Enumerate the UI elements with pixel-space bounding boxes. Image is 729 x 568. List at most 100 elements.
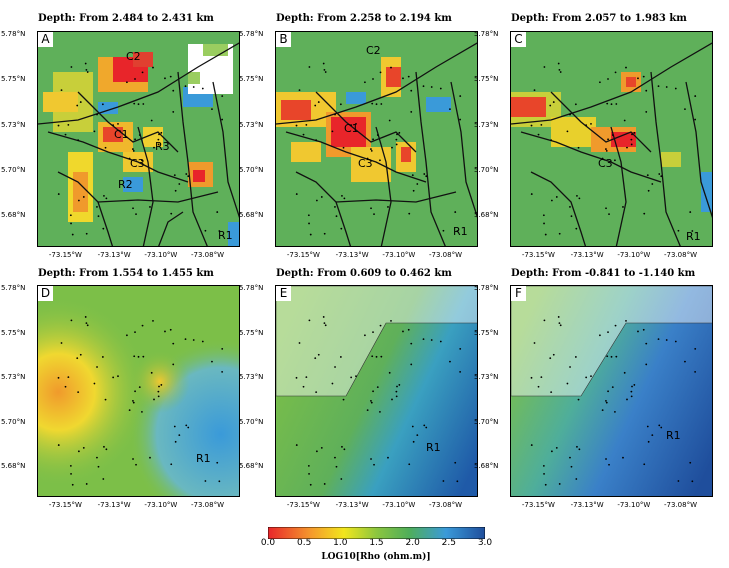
x-tick-label: -73.13°W	[335, 501, 369, 509]
label-c1: C1	[114, 128, 129, 141]
panel-e-map: E R1	[275, 285, 478, 497]
y-tick-label: 5.78°N	[474, 284, 499, 292]
x-tick-label: -73.15°W	[521, 251, 555, 259]
y-tick-label: 5.78°N	[239, 30, 264, 38]
y-tick-label: 5.70°N	[1, 166, 26, 175]
label-c2: C2	[366, 44, 381, 57]
y-tick-label: 5.70°N	[239, 417, 264, 426]
x-tick-label: -73.10°W	[617, 501, 651, 509]
y-tick-label: 5.68°N	[239, 211, 264, 220]
panel-f-map: F R1	[510, 285, 713, 497]
x-tick-label: -73.08°W	[429, 501, 463, 509]
x-tick-label: -73.08°W	[191, 251, 225, 259]
panel-c-map: C C3 R1	[510, 31, 713, 247]
label-r1: R1	[453, 225, 468, 238]
label-c3: C3	[130, 157, 145, 170]
x-tick-label: -73.13°W	[570, 251, 604, 259]
y-tick-label: 5.73°N	[239, 373, 264, 382]
x-tick-label: -73.08°W	[191, 501, 225, 509]
panel-f-letter: F	[511, 286, 526, 301]
y-tick-label: 5.73°N	[239, 120, 264, 129]
x-tick-label: -73.08°W	[429, 251, 463, 259]
colorbar-tick-label: 2.5	[441, 538, 456, 548]
x-tick-label: -73.13°W	[97, 501, 131, 509]
y-tick-label: 5.75°N	[239, 328, 264, 337]
x-tick-label: -73.10°W	[382, 501, 416, 509]
panel-b-resistivity-field	[276, 32, 477, 246]
label-c3: C3	[358, 157, 373, 170]
colorbar-tick-label: 0.5	[296, 538, 312, 548]
y-tick-label: 5.75°N	[474, 75, 499, 84]
y-tick-label: 5.68°N	[1, 211, 26, 220]
y-tick-label: 5.75°N	[1, 328, 26, 337]
y-tick-label: 5.78°N	[1, 284, 26, 292]
label-r1: R1	[196, 452, 211, 465]
panel-b-letter: B	[276, 32, 291, 47]
y-tick-label: 5.70°N	[239, 166, 264, 175]
label-r1: R1	[686, 230, 701, 243]
panel-e-letter: E	[276, 286, 291, 301]
panel-a-map: A C2 C1 C3 R3 R2 R1	[37, 31, 240, 247]
colorbar-title: LOG10[Rho (ohm.m)]	[321, 552, 431, 562]
panel-f-title: Depth: From -0.841 to -1.140 km	[511, 268, 696, 279]
y-tick-label: 5.78°N	[239, 284, 264, 292]
panel-d-map: D R1	[37, 285, 240, 497]
panel-c-resistivity-field	[511, 32, 712, 246]
label-c1: C1	[344, 122, 359, 135]
y-tick-label: 5.68°N	[474, 211, 499, 220]
x-tick-label: -73.15°W	[286, 501, 320, 509]
panel-a-title: Depth: From 2.484 to 2.431 km	[38, 13, 214, 24]
y-tick-label: 5.75°N	[239, 75, 264, 84]
y-tick-label: 5.70°N	[1, 417, 26, 426]
x-tick-label: -73.15°W	[48, 501, 82, 509]
label-r1: R1	[666, 429, 681, 442]
x-tick-label: -73.10°W	[144, 501, 178, 509]
y-tick-label: 5.70°N	[474, 417, 499, 426]
colorbar-tick-label: 1.5	[369, 538, 384, 548]
y-tick-label: 5.68°N	[239, 462, 264, 471]
colorbar-tick-label: 2.0	[405, 538, 420, 548]
x-tick-label: -73.08°W	[664, 251, 698, 259]
panel-d-letter: D	[38, 286, 53, 301]
panel-a-letter: A	[38, 32, 53, 47]
x-tick-label: -73.15°W	[48, 251, 82, 259]
x-tick-label: -73.10°W	[382, 251, 416, 259]
y-tick-label: 5.70°N	[474, 166, 499, 175]
y-tick-label: 5.78°N	[1, 30, 26, 38]
x-tick-label: -73.13°W	[97, 251, 131, 259]
y-tick-label: 5.73°N	[1, 120, 26, 129]
panel-b-title: Depth: From 2.258 to 2.194 km	[276, 13, 452, 24]
x-tick-label: -73.15°W	[521, 501, 555, 509]
x-tick-label: -73.10°W	[144, 251, 178, 259]
panel-b-map: B C2 C1 C3 R1	[275, 31, 478, 247]
panel-a-resistivity-field	[38, 32, 239, 246]
x-tick-label: -73.10°W	[617, 251, 651, 259]
x-tick-label: -73.13°W	[335, 251, 369, 259]
y-tick-label: 5.68°N	[474, 462, 499, 471]
y-tick-label: 5.75°N	[1, 75, 26, 84]
panel-d-resistivity-field	[38, 286, 239, 496]
label-c2: C2	[126, 50, 141, 63]
y-tick-label: 5.78°N	[474, 30, 499, 38]
panel-f-resistivity-field	[511, 286, 712, 496]
colorbar	[267, 524, 486, 540]
colorbar-tick-label: 3.0	[477, 538, 493, 548]
label-r1: R1	[218, 229, 233, 242]
x-tick-label: -73.08°W	[664, 501, 698, 509]
y-tick-label: 5.73°N	[474, 373, 499, 382]
y-tick-label: 5.73°N	[1, 373, 26, 382]
panel-e-title: Depth: From 0.609 to 0.462 km	[276, 268, 452, 279]
y-tick-label: 5.75°N	[474, 328, 499, 337]
x-tick-label: -73.15°W	[286, 251, 320, 259]
colorbar-tick-label: 0.0	[260, 538, 276, 548]
panel-e-resistivity-field	[276, 286, 477, 496]
y-tick-label: 5.73°N	[474, 120, 499, 129]
label-r3: R3	[155, 140, 170, 153]
y-tick-label: 5.68°N	[1, 462, 26, 471]
label-r2: R2	[118, 178, 133, 191]
panel-c-title: Depth: From 2.057 to 1.983 km	[511, 13, 687, 24]
x-tick-label: -73.13°W	[570, 501, 604, 509]
panel-d-title: Depth: From 1.554 to 1.455 km	[38, 268, 214, 279]
label-r1: R1	[426, 441, 441, 454]
colorbar-tick-label: 1.0	[333, 538, 348, 548]
